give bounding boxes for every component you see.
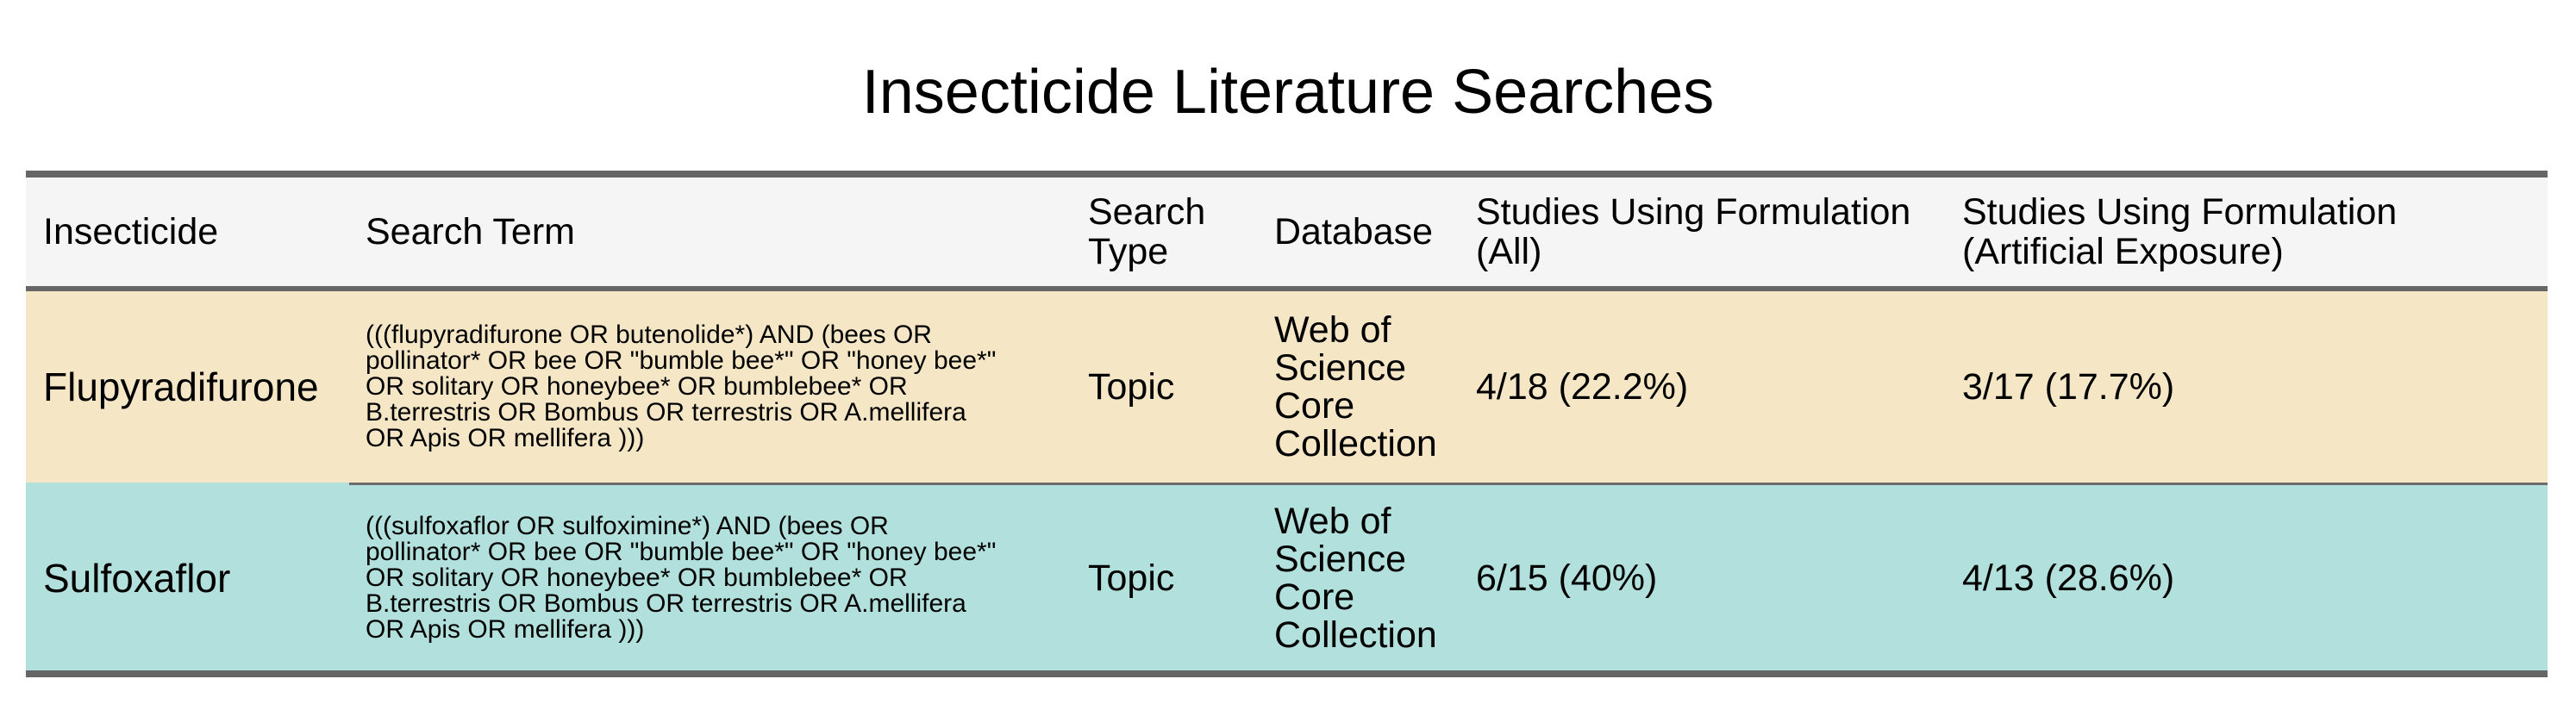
cell-search-term: (((sulfoxaflor OR sulfoximine*) AND (bee… bbox=[366, 511, 997, 644]
header-cell-studies-artificial: Studies Using Formulation (Artificial Ex… bbox=[1962, 178, 2514, 286]
cell-search-term: (((flupyradifurone OR butenolide*) AND (… bbox=[366, 321, 997, 452]
row-background-sulfoxaflor bbox=[26, 483, 2548, 670]
table-row: 6/15 (40%) bbox=[1476, 485, 1959, 670]
table-row: 3/17 (17.7%) bbox=[1962, 291, 2514, 483]
cell-insecticide: Sulfoxaflor bbox=[43, 555, 231, 601]
row-background-flupyradifurone bbox=[26, 291, 2548, 483]
cell-database: Web of Science Core Collection bbox=[1274, 309, 1437, 464]
table-row: Web of Science Core Collection bbox=[1274, 485, 1472, 670]
cell-studies-artificial: 3/17 (17.7%) bbox=[1962, 366, 2175, 408]
cell-studies-all: 6/15 (40%) bbox=[1476, 557, 1658, 599]
table-row: (((flupyradifurone OR butenolide*) AND (… bbox=[366, 291, 1090, 483]
cell-studies-all: 4/18 (22.2%) bbox=[1476, 366, 1689, 408]
header-search-term: Search Term bbox=[366, 211, 575, 252]
cell-studies-artificial: 4/13 (28.6%) bbox=[1962, 557, 2175, 599]
table-row: Topic bbox=[1088, 485, 1269, 670]
table-top-rule bbox=[26, 171, 2548, 178]
header-database: Database bbox=[1274, 211, 1434, 252]
literature-search-table: Insecticide Search Term Search Type Data… bbox=[26, 171, 2548, 677]
table-row: (((sulfoxaflor OR sulfoximine*) AND (bee… bbox=[366, 485, 1090, 670]
row-separator-gap bbox=[26, 483, 349, 485]
header-cell-search-type: Search Type bbox=[1088, 178, 1269, 286]
table-row: Sulfoxaflor bbox=[43, 485, 362, 670]
header-bottom-rule bbox=[26, 286, 2548, 291]
cell-database: Web of Science Core Collection bbox=[1274, 500, 1437, 656]
table-row: Flupyradifurone bbox=[43, 291, 362, 483]
header-insecticide: Insecticide bbox=[43, 211, 219, 252]
header-cell-database: Database bbox=[1274, 178, 1472, 286]
header-studies-artificial: Studies Using Formulation (Artificial Ex… bbox=[1962, 191, 2398, 272]
header-search-type: Search Type bbox=[1088, 191, 1206, 272]
table-bottom-rule bbox=[26, 670, 2548, 677]
cell-search-type: Topic bbox=[1088, 366, 1175, 408]
row-separator-rule bbox=[26, 483, 2548, 485]
table-row: Topic bbox=[1088, 291, 1269, 483]
header-cell-insecticide: Insecticide bbox=[43, 178, 362, 286]
table-header-background bbox=[26, 178, 2548, 286]
cell-search-type: Topic bbox=[1088, 557, 1175, 599]
page-title: Insecticide Literature Searches bbox=[861, 58, 1715, 127]
table-row: 4/18 (22.2%) bbox=[1476, 291, 1959, 483]
table-row: 4/13 (28.6%) bbox=[1962, 485, 2514, 670]
header-cell-studies-all: Studies Using Formulation (All) bbox=[1476, 178, 1959, 286]
header-cell-search-term: Search Term bbox=[366, 178, 1090, 286]
header-studies-all: Studies Using Formulation (All) bbox=[1476, 191, 1911, 272]
cell-insecticide: Flupyradifurone bbox=[43, 364, 319, 409]
table-row: Web of Science Core Collection bbox=[1274, 291, 1472, 483]
